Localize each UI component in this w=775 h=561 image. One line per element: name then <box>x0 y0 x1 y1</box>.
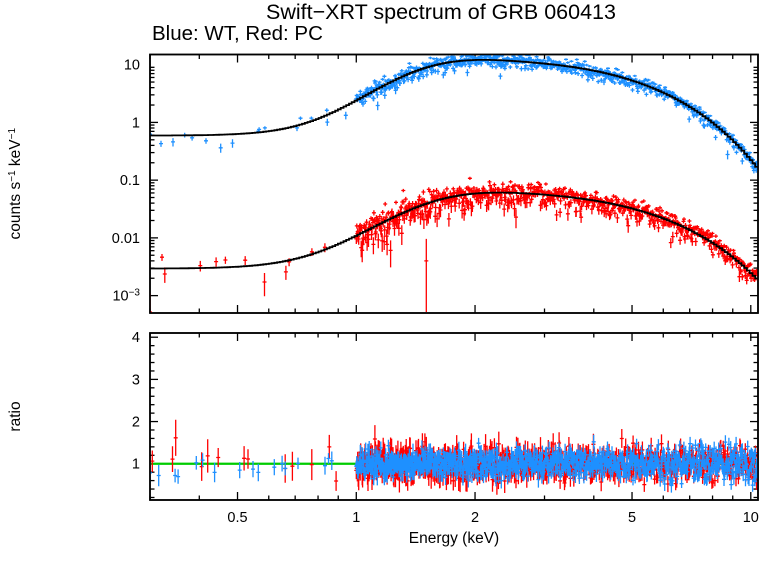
svg-text:3: 3 <box>132 372 140 388</box>
svg-text:1: 1 <box>132 115 140 131</box>
svg-text:counts s−1 keV−1: counts s−1 keV−1 <box>7 128 25 240</box>
svg-text:Swift−XRT spectrum of GRB 0604: Swift−XRT spectrum of GRB 060413 <box>266 0 616 24</box>
svg-text:10: 10 <box>124 58 140 74</box>
svg-text:2: 2 <box>132 415 140 431</box>
svg-text:Blue: WT, Red: PC: Blue: WT, Red: PC <box>152 22 323 45</box>
svg-text:5: 5 <box>628 510 636 526</box>
svg-text:0.1: 0.1 <box>120 173 140 189</box>
svg-text:0.5: 0.5 <box>227 510 247 526</box>
svg-text:1: 1 <box>132 457 140 473</box>
svg-text:2: 2 <box>471 510 479 526</box>
svg-text:ratio: ratio <box>7 401 24 431</box>
svg-text:4: 4 <box>132 330 140 346</box>
svg-text:1: 1 <box>352 510 360 526</box>
svg-text:10: 10 <box>743 510 759 526</box>
svg-text:Energy (keV): Energy (keV) <box>409 530 499 547</box>
svg-text:0.01: 0.01 <box>112 231 140 247</box>
